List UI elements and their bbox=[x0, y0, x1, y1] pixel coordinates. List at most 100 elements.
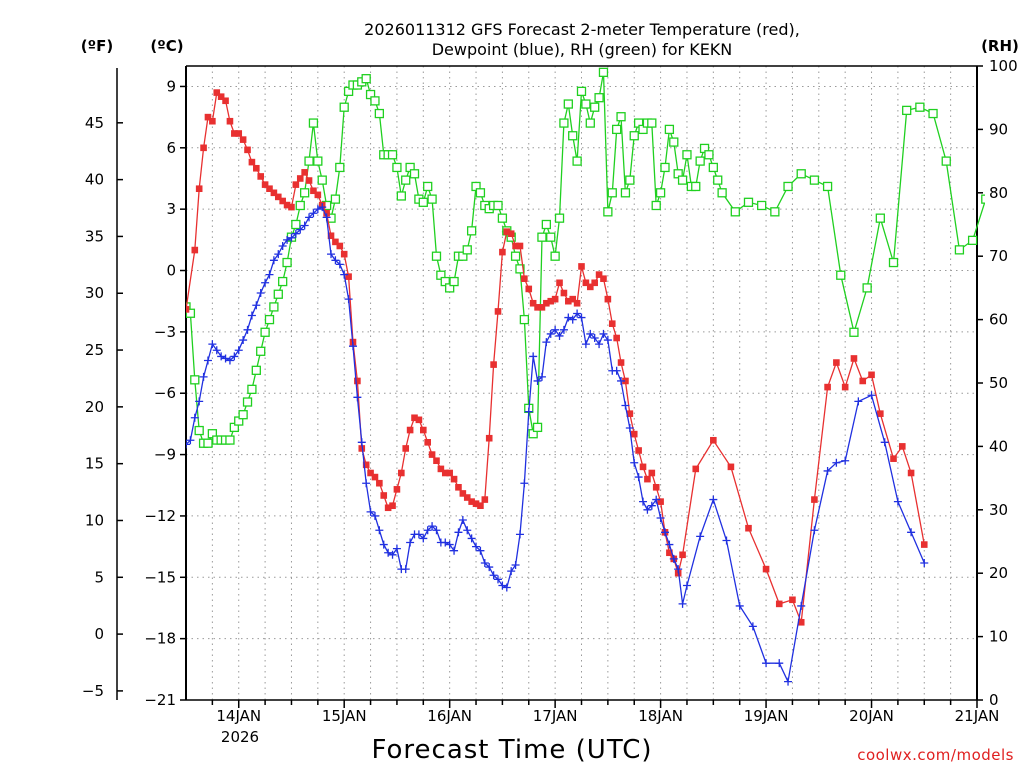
data-point bbox=[507, 230, 515, 238]
fahrenheit-tick-label: 40 bbox=[85, 171, 104, 189]
data-point bbox=[248, 158, 256, 166]
data-point bbox=[273, 289, 283, 299]
data-point bbox=[406, 426, 414, 434]
data-point bbox=[620, 188, 631, 198]
data-point bbox=[639, 463, 647, 471]
data-point bbox=[622, 377, 629, 385]
data-point bbox=[497, 213, 508, 223]
fahrenheit-tick-label: 45 bbox=[85, 114, 104, 132]
data-point bbox=[920, 541, 928, 548]
rh-tick-label: 20 bbox=[989, 564, 1008, 582]
fahrenheit-tick-label: 20 bbox=[85, 398, 104, 416]
data-point bbox=[274, 250, 283, 259]
celsius-tick-label: −6 bbox=[154, 384, 176, 402]
data-point bbox=[493, 200, 503, 211]
data-point bbox=[274, 193, 282, 201]
data-point bbox=[745, 524, 752, 532]
data-point bbox=[954, 245, 965, 255]
data-point bbox=[225, 356, 234, 365]
fahrenheit-tick-label: 35 bbox=[85, 227, 104, 245]
data-point bbox=[261, 278, 270, 287]
celsius-tick-label: −3 bbox=[154, 323, 176, 341]
data-point bbox=[595, 340, 604, 349]
data-point bbox=[981, 194, 985, 204]
data-point bbox=[521, 275, 528, 282]
data-point bbox=[264, 314, 275, 325]
data-point bbox=[446, 469, 453, 477]
data-point bbox=[529, 352, 538, 361]
data-point bbox=[708, 162, 718, 173]
data-point bbox=[669, 554, 678, 563]
data-point bbox=[194, 425, 204, 436]
year-label: 2026 bbox=[221, 728, 259, 746]
data-point bbox=[252, 301, 261, 310]
data-point bbox=[762, 565, 770, 573]
data-point bbox=[630, 430, 638, 438]
data-point bbox=[841, 383, 849, 391]
data-point bbox=[475, 188, 486, 198]
data-point bbox=[330, 194, 341, 204]
data-point bbox=[327, 232, 335, 240]
data-point bbox=[314, 191, 322, 199]
data-point bbox=[339, 102, 349, 112]
data-point bbox=[617, 376, 626, 385]
data-point bbox=[797, 618, 805, 626]
data-point bbox=[235, 130, 243, 137]
data-point bbox=[217, 352, 226, 361]
data-point bbox=[710, 436, 717, 444]
data-point bbox=[757, 200, 767, 211]
data-point bbox=[279, 197, 286, 205]
data-point bbox=[459, 490, 467, 497]
data-point bbox=[748, 622, 757, 631]
data-point bbox=[414, 530, 423, 539]
data-point bbox=[291, 229, 300, 238]
data-point bbox=[902, 105, 912, 116]
data-point bbox=[532, 422, 543, 433]
data-point bbox=[358, 445, 366, 452]
data-point bbox=[247, 311, 256, 320]
celsius-tick-label: −18 bbox=[144, 630, 176, 648]
chart-title-line-1: 2026011312 GFS Forecast 2-meter Temperat… bbox=[364, 20, 800, 39]
data-point bbox=[477, 502, 484, 510]
data-point bbox=[551, 295, 559, 303]
data-point bbox=[490, 361, 497, 368]
data-point bbox=[797, 601, 806, 610]
data-point bbox=[411, 414, 418, 422]
data-point bbox=[537, 372, 546, 381]
rh-tick-label: 80 bbox=[989, 184, 1008, 202]
rh-tick-label: 50 bbox=[989, 374, 1008, 392]
data-point bbox=[520, 479, 529, 488]
data-point bbox=[450, 546, 459, 555]
data-point bbox=[401, 565, 410, 574]
data-point bbox=[494, 575, 503, 584]
data-point bbox=[519, 314, 530, 325]
data-point bbox=[287, 233, 296, 242]
x-tick-label: 18JAN bbox=[638, 707, 683, 725]
data-point bbox=[454, 528, 463, 537]
data-point bbox=[594, 93, 604, 103]
data-point bbox=[730, 207, 740, 217]
data-point bbox=[344, 295, 353, 304]
data-point bbox=[402, 445, 410, 452]
data-point bbox=[604, 295, 612, 303]
data-point bbox=[836, 270, 846, 280]
data-point bbox=[195, 397, 204, 406]
data-point bbox=[503, 228, 511, 235]
data-point bbox=[396, 191, 406, 201]
data-point bbox=[512, 242, 519, 250]
data-point bbox=[546, 329, 555, 338]
data-point bbox=[265, 270, 274, 279]
data-point bbox=[507, 567, 516, 576]
data-point bbox=[374, 108, 385, 119]
data-point bbox=[652, 495, 661, 504]
data-point bbox=[515, 264, 525, 274]
data-point bbox=[543, 299, 550, 307]
data-point bbox=[862, 283, 872, 293]
data-point bbox=[555, 331, 564, 340]
data-point bbox=[717, 188, 727, 198]
data-point bbox=[586, 329, 595, 338]
data-point bbox=[626, 410, 634, 417]
data-point bbox=[186, 436, 195, 445]
data-point bbox=[335, 162, 345, 173]
data-point bbox=[554, 213, 565, 223]
